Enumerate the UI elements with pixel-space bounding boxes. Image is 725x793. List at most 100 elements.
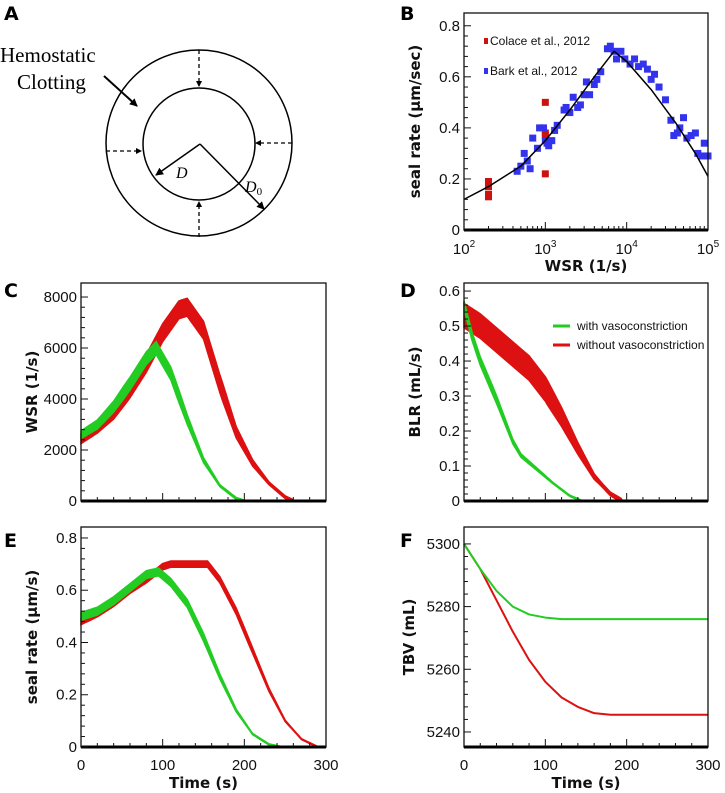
data-point <box>523 157 531 165</box>
y-tick-label: 0.1 <box>439 458 460 475</box>
data-point <box>566 109 574 117</box>
data-point <box>540 124 548 132</box>
outer-diameter-label: D0 <box>244 179 263 198</box>
plot-frame <box>463 282 709 502</box>
data-point <box>484 193 492 201</box>
x-axis-label: WSR (1/s) <box>545 257 628 275</box>
data-point <box>651 70 659 78</box>
clotting-pointer-arrow <box>103 75 138 107</box>
y-axis-label: seal rate (μm/s) <box>23 570 41 704</box>
legend-swatch-colace <box>484 38 488 44</box>
data-point <box>580 91 588 99</box>
vessel-diagram <box>103 49 293 237</box>
panel-label-c: C <box>4 280 18 302</box>
y-tick-label: 0.3 <box>439 388 460 405</box>
data-point <box>698 152 706 160</box>
legend-swatch-bark <box>484 68 488 74</box>
data-point <box>621 55 629 63</box>
y-tick-label: 0.4 <box>439 353 460 370</box>
data-point <box>639 60 647 68</box>
data-point <box>541 132 549 140</box>
data-point <box>597 68 605 76</box>
y-tick-label: 0 <box>452 222 460 239</box>
chart-e: 0 0.2 0.4 0.6 0.8 0 100 200 300 Time (s) seal rate… <box>23 526 339 792</box>
x-tick-label: 200 <box>232 757 257 774</box>
data-point <box>647 75 655 83</box>
data-point <box>683 134 691 142</box>
y-tick-label: 0.4 <box>56 634 77 651</box>
series-without-vasoconstriction <box>80 297 295 502</box>
data-point <box>536 124 544 132</box>
plot-frame <box>80 282 327 502</box>
y-tick-label: 5280 <box>427 599 460 616</box>
data-point <box>617 47 625 55</box>
clotting-label: Clotting <box>17 70 86 94</box>
inner-diameter-arrow <box>155 143 201 176</box>
y-tick-label: 6000 <box>44 340 77 357</box>
x-tick-label: 200 <box>614 757 639 774</box>
series-without-vasoconstriction <box>80 560 319 748</box>
series-band <box>80 567 284 748</box>
constriction-arrows <box>106 50 292 237</box>
data-point <box>586 91 594 99</box>
data-point <box>680 114 688 122</box>
x-axis-label: Time (s) <box>169 774 238 792</box>
series-line <box>463 543 708 716</box>
data-point <box>541 170 549 178</box>
y-tick-label: 4000 <box>44 391 77 408</box>
x-tick-label: 105 <box>697 239 720 258</box>
series-band <box>80 560 319 748</box>
y-tick-label: 0.2 <box>439 171 460 188</box>
data-point <box>593 75 601 83</box>
series-fit <box>463 50 709 201</box>
data-point <box>626 60 634 68</box>
x-tick-label: 100 <box>150 757 175 774</box>
data-point <box>691 129 699 137</box>
data-point <box>635 63 643 71</box>
x-tick-label: 300 <box>313 757 338 774</box>
x-axis-label: Time (s) <box>551 774 620 792</box>
data-point <box>551 126 559 134</box>
data-point <box>520 149 528 157</box>
x-tick-label: 100 <box>533 757 558 774</box>
y-tick-label: 0 <box>69 493 77 510</box>
data-point <box>670 132 678 140</box>
legend-label-with: with vasoconstriction <box>576 319 688 333</box>
x-tick-label: 104 <box>616 239 639 258</box>
x-tick-label: 103 <box>534 239 557 258</box>
data-point <box>631 55 639 63</box>
series-line <box>463 543 708 621</box>
y-tick-label: 0 <box>452 493 460 510</box>
chart-c: 0 2000 4000 6000 8000 WSR (1/s) <box>23 282 327 510</box>
panel-label-f: F <box>400 530 413 552</box>
y-tick-label: 5300 <box>427 536 460 553</box>
data-point <box>529 134 537 142</box>
data-point <box>526 165 534 173</box>
y-tick-label: 0.5 <box>439 318 460 335</box>
data-point <box>541 98 549 106</box>
y-tick-label: 5260 <box>427 661 460 678</box>
y-axis-label: TBV (mL) <box>400 599 418 676</box>
data-point <box>687 132 695 140</box>
data-point <box>661 96 669 104</box>
legend-b: Colace et al., 2012 Bark et al., 2012 <box>484 34 590 78</box>
outer-diameter-arrow <box>199 143 265 210</box>
data-point <box>569 93 577 101</box>
data-point <box>667 116 675 124</box>
series-with-vasoconstriction <box>463 543 708 621</box>
series-band <box>80 340 246 502</box>
y-tick-label: 0.2 <box>56 687 77 704</box>
series-line <box>463 50 709 201</box>
legend-label-bark: Bark et al., 2012 <box>490 64 578 78</box>
data-point <box>606 42 614 50</box>
y-tick-label: 8000 <box>44 289 77 306</box>
hemostatic-label: Hemostatic <box>0 43 96 67</box>
panel-label-a: A <box>4 3 19 25</box>
y-tick-label: 0.8 <box>439 18 460 35</box>
inner-diameter-label: D <box>175 165 188 182</box>
chart-d: 0 0.1 0.2 0.3 0.4 0.5 0.6 BLR (mL/s) <box>406 282 709 510</box>
data-point <box>700 139 708 147</box>
legend-label-colace: Colace et al., 2012 <box>490 34 590 48</box>
data-point <box>562 103 570 111</box>
